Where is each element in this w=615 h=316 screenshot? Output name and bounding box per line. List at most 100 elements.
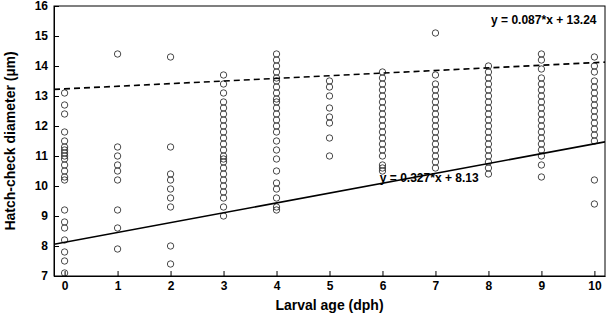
x-tick-label: 6 xyxy=(380,279,387,293)
point xyxy=(538,51,544,57)
point xyxy=(379,147,385,153)
point xyxy=(591,69,597,75)
point xyxy=(485,117,491,123)
y-tick-label: 9 xyxy=(41,209,48,223)
y-tick-label: 15 xyxy=(35,29,49,43)
x-tick: 5 xyxy=(327,271,334,293)
y-tick-label: 13 xyxy=(35,89,49,103)
point xyxy=(220,123,226,129)
point xyxy=(432,141,438,147)
point xyxy=(538,66,544,72)
point xyxy=(273,123,279,129)
x-tick: 3 xyxy=(221,271,228,293)
y-tick-label: 14 xyxy=(35,59,49,73)
point xyxy=(485,69,491,75)
x-tick-label: 4 xyxy=(274,279,281,293)
plot-area xyxy=(54,30,605,276)
point xyxy=(273,63,279,69)
y-tick: 7 xyxy=(41,269,59,283)
point xyxy=(538,123,544,129)
point xyxy=(61,129,67,135)
point xyxy=(114,153,120,159)
point xyxy=(273,156,279,162)
y-tick-mark xyxy=(54,66,59,67)
point xyxy=(273,207,279,213)
point xyxy=(114,144,120,150)
point xyxy=(379,93,385,99)
point xyxy=(379,69,385,75)
point xyxy=(273,57,279,63)
point xyxy=(220,171,226,177)
point xyxy=(326,105,332,111)
point xyxy=(61,90,67,96)
point xyxy=(220,165,226,171)
x-tick: 2 xyxy=(168,271,175,293)
x-tick: 9 xyxy=(539,271,546,293)
point xyxy=(432,147,438,153)
annotation: y = 0.087*x + 13.24 xyxy=(491,13,597,27)
point xyxy=(273,51,279,57)
point xyxy=(591,132,597,138)
point xyxy=(220,177,226,183)
x-tick-mark xyxy=(224,271,225,276)
point xyxy=(485,81,491,87)
point xyxy=(591,96,597,102)
point xyxy=(379,129,385,135)
point xyxy=(61,162,67,168)
chart: 01234567891078910111213141516y = 0.087*x… xyxy=(0,0,615,316)
y-tick-label: 7 xyxy=(41,269,48,283)
point xyxy=(61,156,67,162)
point xyxy=(485,147,491,153)
point xyxy=(432,111,438,117)
point xyxy=(538,111,544,117)
point xyxy=(591,102,597,108)
point xyxy=(432,129,438,135)
point xyxy=(432,81,438,87)
point xyxy=(220,105,226,111)
point xyxy=(538,105,544,111)
x-tick-mark xyxy=(277,271,278,276)
point xyxy=(485,87,491,93)
y-tick-mark xyxy=(54,156,59,157)
point xyxy=(273,186,279,192)
point xyxy=(591,177,597,183)
point xyxy=(273,69,279,75)
point xyxy=(591,120,597,126)
y-tick-mark xyxy=(54,96,59,97)
point xyxy=(432,123,438,129)
x-tick: 6 xyxy=(380,271,387,293)
point xyxy=(379,81,385,87)
point xyxy=(220,72,226,78)
y-axis-title: Hatch-check diameter (µm) xyxy=(2,51,18,230)
y-tick-mark xyxy=(54,6,59,7)
point xyxy=(61,138,67,144)
y-tick-mark xyxy=(54,126,59,127)
y-tick-mark xyxy=(54,276,59,277)
point xyxy=(326,120,332,126)
point xyxy=(273,99,279,105)
point xyxy=(61,270,67,276)
point xyxy=(379,111,385,117)
point xyxy=(591,201,597,207)
point xyxy=(538,93,544,99)
point xyxy=(167,195,173,201)
point xyxy=(379,99,385,105)
point xyxy=(538,75,544,81)
point xyxy=(326,78,332,84)
x-tick-mark xyxy=(171,271,172,276)
point xyxy=(220,189,226,195)
point xyxy=(538,162,544,168)
y-tick-mark xyxy=(54,36,59,37)
point xyxy=(485,123,491,129)
x-tick-label: 9 xyxy=(539,279,546,293)
point xyxy=(379,153,385,159)
point xyxy=(167,186,173,192)
point xyxy=(538,87,544,93)
point xyxy=(326,153,332,159)
y-tick: 14 xyxy=(35,59,59,73)
point xyxy=(485,135,491,141)
point xyxy=(538,99,544,105)
x-tick-mark xyxy=(382,271,383,276)
point xyxy=(538,174,544,180)
point xyxy=(114,51,120,57)
